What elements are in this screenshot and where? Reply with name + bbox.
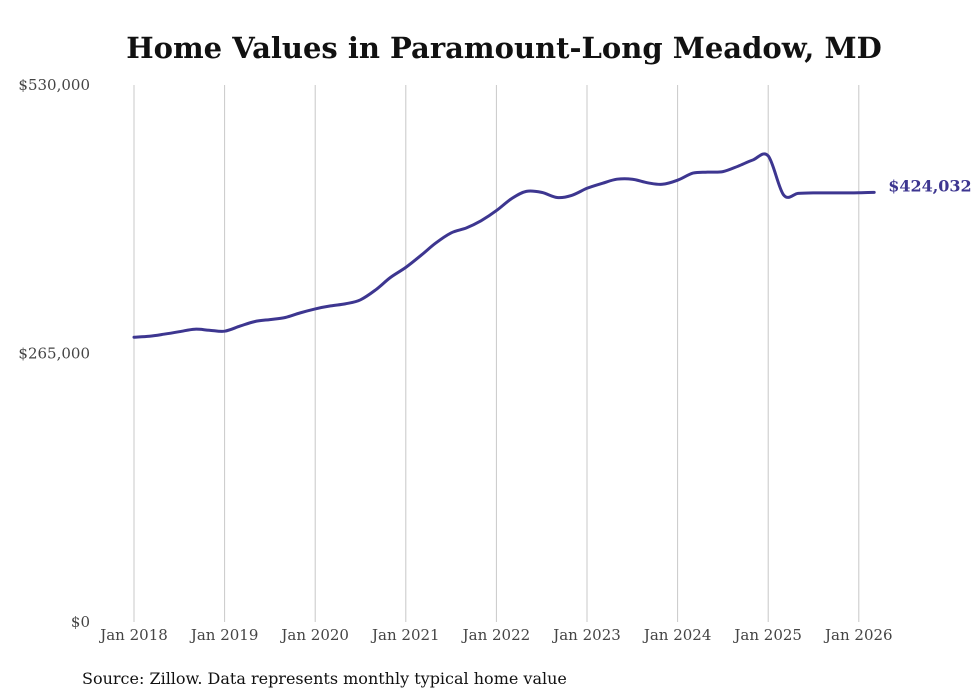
gridlines	[133, 85, 860, 622]
x-tick-label: Jan 2025	[732, 626, 802, 644]
x-tick-label: Jan 2024	[642, 626, 712, 644]
x-tick-label: Jan 2023	[551, 626, 621, 644]
x-tick-label: Jan 2026	[823, 626, 893, 644]
x-tick-label: Jan 2021	[370, 626, 440, 644]
x-tick-label: Jan 2020	[279, 626, 349, 644]
source-note: Source: Zillow. Data represents monthly …	[82, 669, 567, 688]
series-line	[132, 152, 876, 339]
x-tick-label: Jan 2019	[189, 626, 259, 644]
last-value-label: $424,032	[888, 176, 972, 195]
x-tick-label: Jan 2018	[98, 626, 168, 644]
x-axis-ticks: Jan 2018 Jan 2019 Jan 2020 Jan 2021 Jan 2022…	[98, 626, 892, 644]
y-tick-label: $265,000	[18, 345, 90, 363]
y-tick-label: $530,000	[18, 76, 90, 94]
chart-title: Home Values in Paramount-Long Meadow, MD	[126, 31, 882, 65]
y-axis-ticks: $0 $265,000 $530,000	[18, 76, 90, 631]
y-tick-label: $0	[71, 613, 90, 631]
x-tick-label: Jan 2022	[461, 626, 531, 644]
series-layer	[132, 152, 876, 339]
